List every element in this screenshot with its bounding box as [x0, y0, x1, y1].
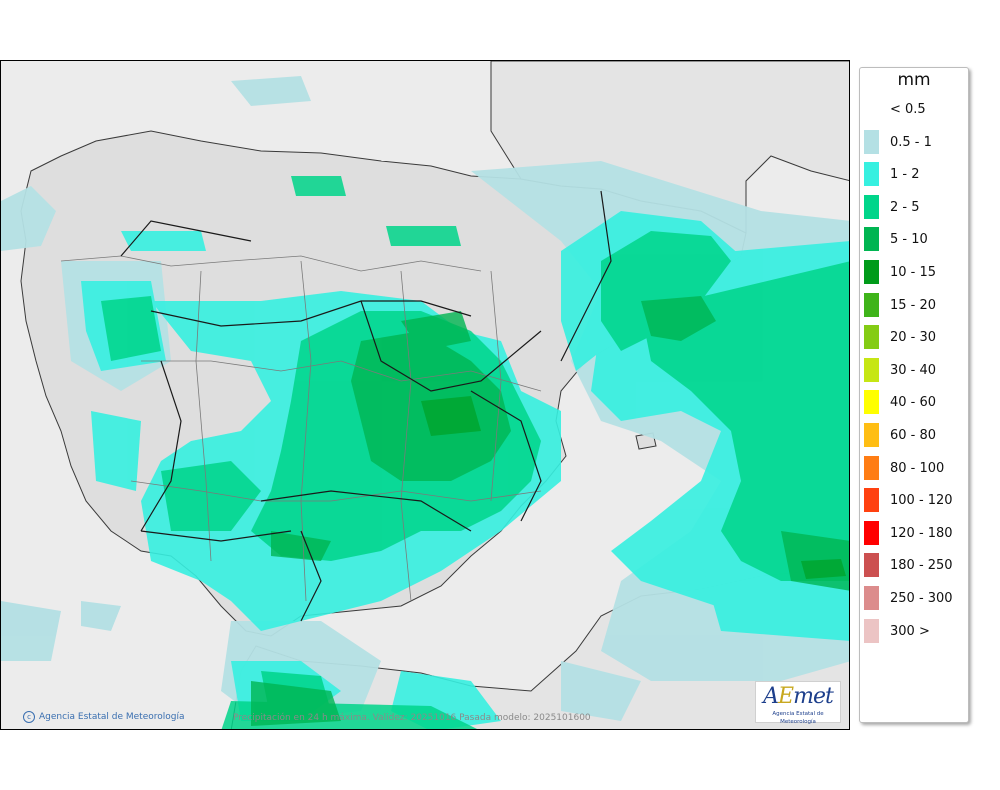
legend-swatch	[864, 260, 879, 284]
legend-swatch	[864, 227, 879, 252]
legend-label: 300 >	[890, 623, 930, 639]
legend-swatch	[864, 423, 879, 447]
legend-label: 5 - 10	[890, 232, 928, 248]
community-borders	[120, 190, 612, 622]
legend-swatch	[864, 586, 879, 610]
aemet-logo-subtitle: Agencia Estatal de Meteorología	[772, 711, 824, 725]
legend-label: 0.5 - 1	[890, 134, 932, 150]
legend-label: 60 - 80	[890, 428, 937, 443]
legend-label: 30 - 40	[890, 362, 937, 378]
legend-swatch	[864, 618, 879, 643]
legend-item: 120 - 180	[864, 520, 968, 545]
legend-swatch	[864, 488, 879, 513]
legend-swatch	[864, 357, 879, 382]
legend-item: 300 >	[864, 618, 968, 643]
legend-item: 100 - 120	[864, 488, 968, 513]
legend-item: 2 - 5	[864, 194, 968, 219]
map-caption: Precipitación en 24 h máxima. Validez: 2…	[233, 713, 591, 723]
legend-item: 60 - 80	[864, 423, 968, 447]
legend-label: < 0.5	[890, 102, 926, 117]
legend-swatch	[864, 520, 879, 545]
legend-swatch	[864, 162, 879, 187]
aemet-logo[interactable]: AEmet Agencia Estatal de Meteorología	[755, 681, 841, 725]
legend-swatch	[864, 390, 879, 415]
legend-item: 40 - 60	[864, 390, 968, 415]
precip-10-15	[421, 396, 846, 579]
legend-swatch	[864, 129, 879, 154]
legend-swatch	[864, 553, 879, 578]
legend-swatch	[864, 194, 879, 219]
legend-item: 15 - 20	[864, 292, 968, 317]
legend-label: 180 - 250	[890, 558, 953, 574]
map-canvas	[1, 61, 849, 729]
aemet-logo-mark: AEmet	[763, 684, 834, 709]
legend-label: 10 - 15	[890, 265, 937, 280]
legend-item: 10 - 15	[864, 260, 968, 284]
legend-item: 20 - 30	[864, 325, 968, 350]
legend-item: 5 - 10	[864, 227, 968, 252]
legend-item: 0.5 - 1	[864, 129, 968, 154]
legend-item: 30 - 40	[864, 357, 968, 382]
legend-label: 1 - 2	[890, 167, 920, 183]
legend-swatch	[864, 325, 879, 350]
legend-swatch	[864, 455, 879, 480]
legend-item: < 0.5	[864, 97, 968, 121]
precipitation-map[interactable]: c Agencia Estatal de Meteorología Precip…	[0, 60, 850, 730]
legend-item: 180 - 250	[864, 553, 968, 578]
legend-unit: mm	[897, 70, 931, 90]
legend-label: 250 - 300	[890, 591, 953, 606]
credit-text: Agencia Estatal de Meteorología	[39, 712, 185, 722]
agency-credit: c Agencia Estatal de Meteorología	[23, 711, 185, 723]
precipitation-legend: mm < 0.5 0.5 - 1 1 - 2 2 - 5 5 - 10 10 - 15 15…	[859, 67, 969, 723]
legend-label: 80 - 100	[890, 460, 945, 476]
legend-label: 2 - 5	[890, 199, 920, 215]
legend-label: 40 - 60	[890, 395, 937, 411]
legend-label: 20 - 30	[890, 330, 937, 346]
legend-label: 15 - 20	[890, 297, 937, 313]
province-borders	[60, 255, 542, 602]
legend-item: 1 - 2	[864, 162, 968, 187]
legend-item: 250 - 300	[864, 586, 968, 610]
legend-label: 100 - 120	[890, 493, 953, 509]
legend-swatch	[864, 292, 879, 317]
legend-item: 80 - 100	[864, 455, 968, 480]
legend-label: 120 - 180	[890, 525, 953, 541]
copyright-icon: c	[23, 711, 35, 723]
